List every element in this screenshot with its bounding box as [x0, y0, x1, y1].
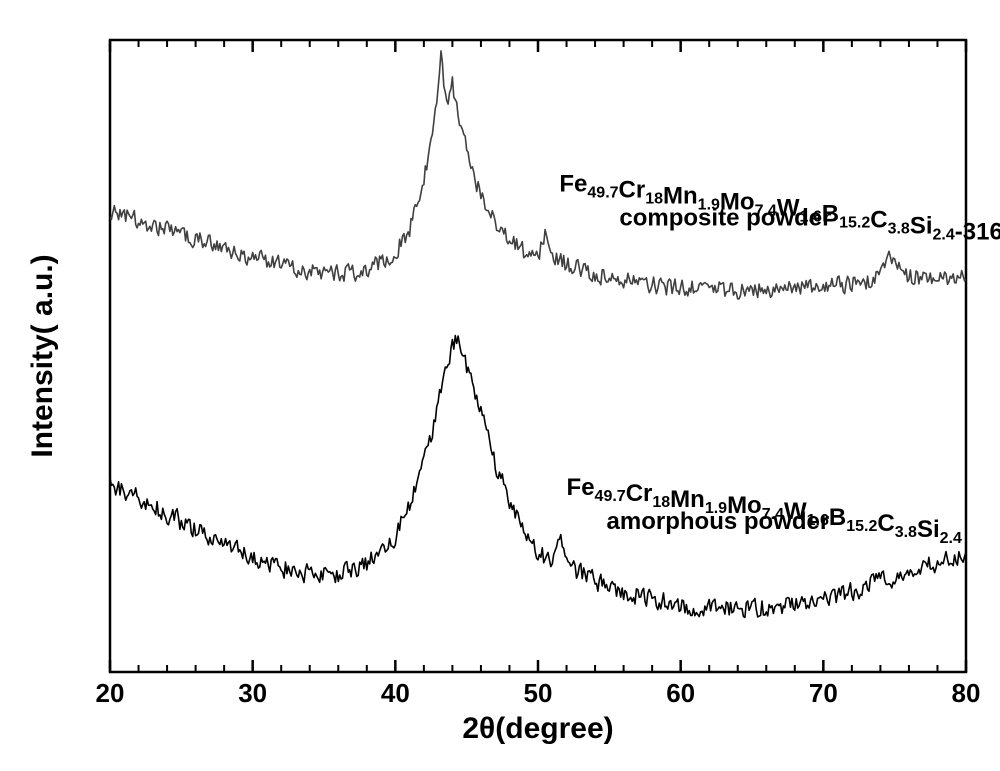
- x-tick-label: 50: [524, 678, 553, 708]
- x-tick-label: 20: [96, 678, 125, 708]
- xrd-figure: 20 30 40 50 60 70 80 2θ(degree) Intensity( a.u.)…: [0, 0, 1000, 771]
- x-tick-label: 60: [666, 678, 695, 708]
- label-composite-line2: composite powder: [619, 205, 831, 232]
- x-tick-label: 70: [809, 678, 838, 708]
- x-axis-title: 2θ(degree): [462, 712, 613, 745]
- y-axis-title: Intensity( a.u.): [26, 254, 59, 457]
- x-tick-label: 30: [238, 678, 267, 708]
- series-composite: [110, 51, 966, 299]
- series-amorphous: [110, 336, 966, 618]
- x-tick-label: 80: [952, 678, 981, 708]
- x-tick-label: 40: [381, 678, 410, 708]
- label-amorphous-line2: amorphous powder: [607, 508, 830, 535]
